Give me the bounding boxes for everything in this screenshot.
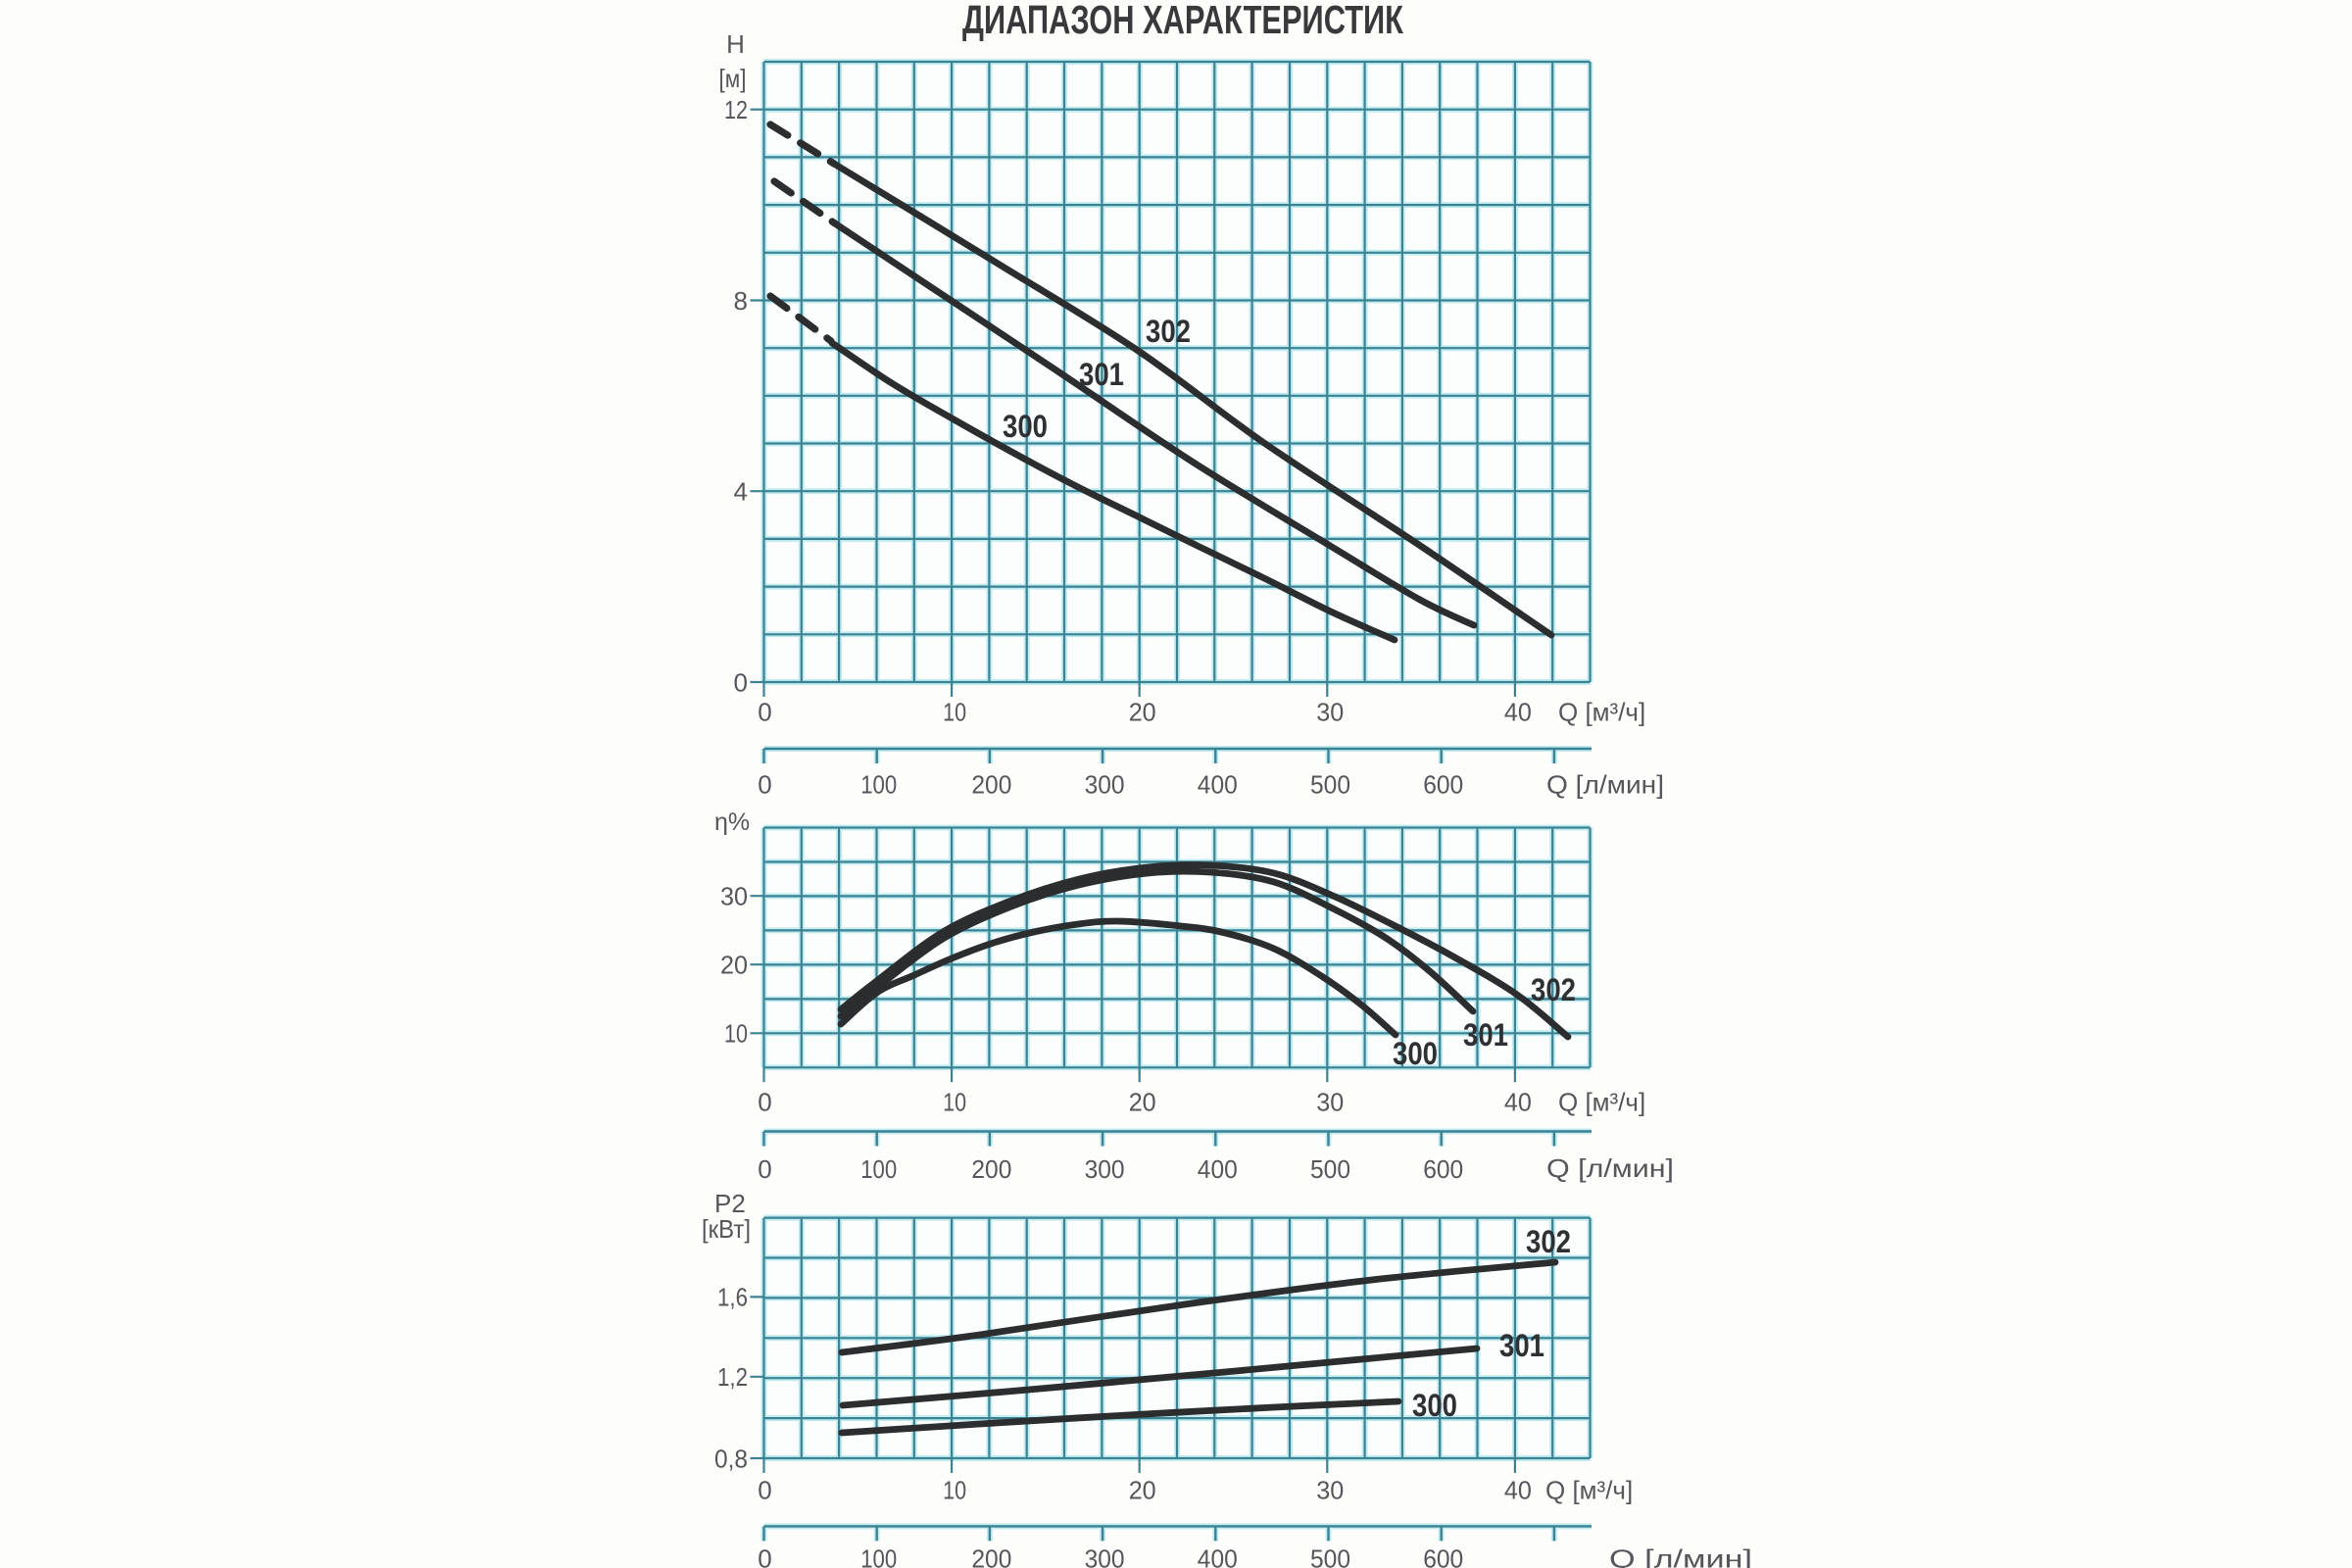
- svg-text:500: 500: [1310, 1544, 1350, 1568]
- svg-text:300: 300: [1003, 409, 1048, 444]
- svg-text:40: 40: [1504, 698, 1532, 727]
- svg-text:100: 100: [860, 1544, 897, 1568]
- svg-text:20: 20: [1129, 1088, 1156, 1117]
- svg-text:P2: P2: [714, 1189, 746, 1218]
- svg-text:600: 600: [1423, 1154, 1463, 1184]
- svg-text:0: 0: [758, 698, 771, 727]
- svg-text:0,8: 0,8: [714, 1444, 748, 1473]
- svg-text:100: 100: [860, 770, 897, 800]
- svg-text:Q [м³/ч]: Q [м³/ч]: [1545, 1475, 1633, 1504]
- svg-text:Q [м³/ч]: Q [м³/ч]: [1558, 1088, 1645, 1117]
- svg-text:302: 302: [1531, 972, 1576, 1007]
- svg-text:20: 20: [1129, 1475, 1156, 1504]
- svg-text:8: 8: [734, 286, 748, 316]
- svg-text:600: 600: [1423, 770, 1463, 800]
- svg-text:40: 40: [1504, 1475, 1532, 1504]
- svg-text:0: 0: [758, 770, 771, 800]
- svg-text:10: 10: [724, 1019, 748, 1049]
- svg-text:300: 300: [1412, 1388, 1457, 1423]
- svg-text:12: 12: [724, 95, 748, 124]
- svg-text:Q [л/мин]: Q [л/мин]: [1546, 1153, 1674, 1183]
- svg-text:200: 200: [971, 1544, 1011, 1568]
- svg-text:η%: η%: [714, 808, 750, 836]
- svg-text:0: 0: [734, 668, 748, 698]
- svg-text:20: 20: [720, 951, 748, 980]
- svg-text:301: 301: [1499, 1328, 1544, 1363]
- svg-text:4: 4: [734, 477, 748, 507]
- svg-text:40: 40: [1504, 1088, 1532, 1117]
- svg-text:Q [л/мин]: Q [л/мин]: [1609, 1544, 1752, 1568]
- svg-text:400: 400: [1198, 1544, 1238, 1568]
- svg-text:30: 30: [1316, 698, 1344, 727]
- svg-text:30: 30: [1316, 1088, 1344, 1117]
- svg-text:1,6: 1,6: [717, 1283, 748, 1312]
- svg-text:30: 30: [720, 882, 748, 911]
- svg-text:30: 30: [1316, 1475, 1344, 1504]
- svg-text:500: 500: [1310, 770, 1350, 800]
- svg-text:1,2: 1,2: [717, 1362, 748, 1392]
- svg-text:302: 302: [1146, 314, 1191, 349]
- svg-text:500: 500: [1310, 1154, 1350, 1184]
- svg-text:301: 301: [1079, 357, 1124, 392]
- svg-text:0: 0: [758, 1544, 771, 1568]
- svg-text:[м]: [м]: [719, 64, 747, 93]
- svg-text:400: 400: [1198, 770, 1238, 800]
- svg-text:0: 0: [758, 1154, 771, 1184]
- svg-text:[кВт]: [кВт]: [702, 1214, 751, 1244]
- svg-text:0: 0: [758, 1475, 771, 1504]
- svg-text:300: 300: [1085, 1154, 1125, 1184]
- svg-text:20: 20: [1129, 698, 1156, 727]
- svg-text:Q [л/мин]: Q [л/мин]: [1546, 770, 1664, 800]
- svg-text:100: 100: [860, 1154, 897, 1184]
- svg-text:Q [м³/ч]: Q [м³/ч]: [1558, 698, 1645, 727]
- svg-text:300: 300: [1393, 1036, 1438, 1071]
- svg-text:302: 302: [1526, 1224, 1571, 1259]
- svg-text:0: 0: [758, 1088, 771, 1117]
- svg-text:10: 10: [943, 1088, 966, 1117]
- svg-text:400: 400: [1198, 1154, 1238, 1184]
- svg-text:200: 200: [971, 1154, 1011, 1184]
- svg-text:200: 200: [971, 770, 1011, 800]
- svg-text:301: 301: [1463, 1017, 1508, 1053]
- svg-text:600: 600: [1423, 1544, 1463, 1568]
- svg-text:300: 300: [1085, 770, 1125, 800]
- svg-text:10: 10: [943, 1475, 966, 1504]
- svg-text:10: 10: [943, 698, 966, 727]
- svg-text:H: H: [726, 29, 745, 59]
- svg-text:ДИАПАЗОН ХАРАКТЕРИСТИК: ДИАПАЗОН ХАРАКТЕРИСТИК: [962, 0, 1404, 42]
- svg-text:300: 300: [1085, 1544, 1125, 1568]
